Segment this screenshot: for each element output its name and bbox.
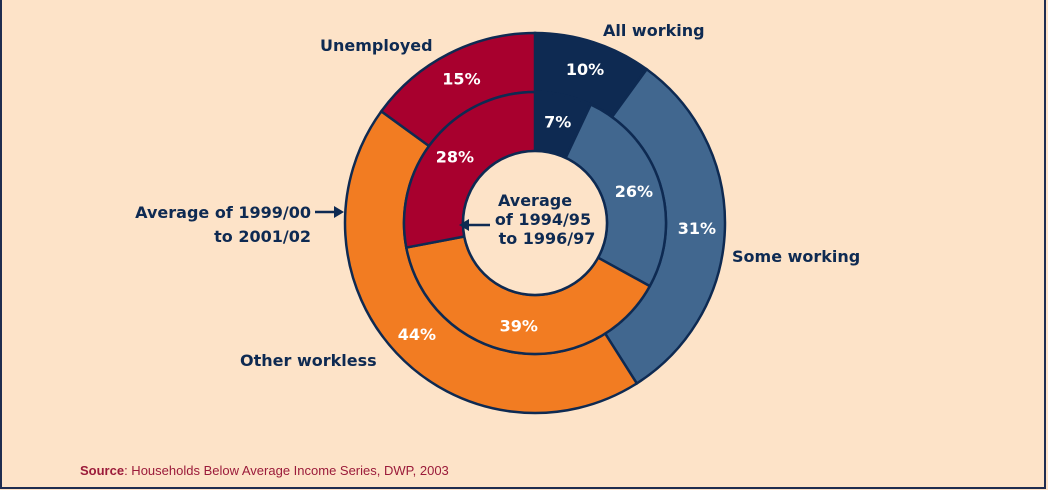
percent-labels: 10% 31% 44% 15% 7% 26% 39% 28% [398,60,716,344]
label-some-working: Some working [732,247,860,266]
inner-ring-label-line2: of 1994/95 [495,210,591,229]
inner-value-other-workless: 39% [500,317,538,336]
label-unemployed: Unemployed [320,36,433,55]
source-text: : Households Below Average Income Series… [124,463,449,478]
outer-value-some-working: 31% [678,219,716,238]
label-all-working: All working [603,21,705,40]
source-note: Source: Households Below Average Income … [80,463,449,478]
outer-ring-label-line2: to 2001/02 [214,227,311,246]
outer-value-other-workless: 44% [398,325,436,344]
inner-ring-label-line1: Average [498,191,572,210]
inner-ring-arrow [459,219,490,231]
inner-value-some-working: 26% [615,182,653,201]
outer-value-unemployed: 15% [442,70,480,89]
inner-value-all-working: 7% [544,113,571,132]
outer-ring-label-line1: Average of 1999/00 [135,203,311,222]
source-label: Source [80,463,125,478]
outer-value-all-working: 10% [566,60,604,79]
inner-ring-label-line3: to 1996/97 [499,229,596,248]
outer-ring-arrow [315,206,344,218]
label-other-workless: Other workless [240,351,377,370]
inner-value-unemployed: 28% [436,148,474,167]
